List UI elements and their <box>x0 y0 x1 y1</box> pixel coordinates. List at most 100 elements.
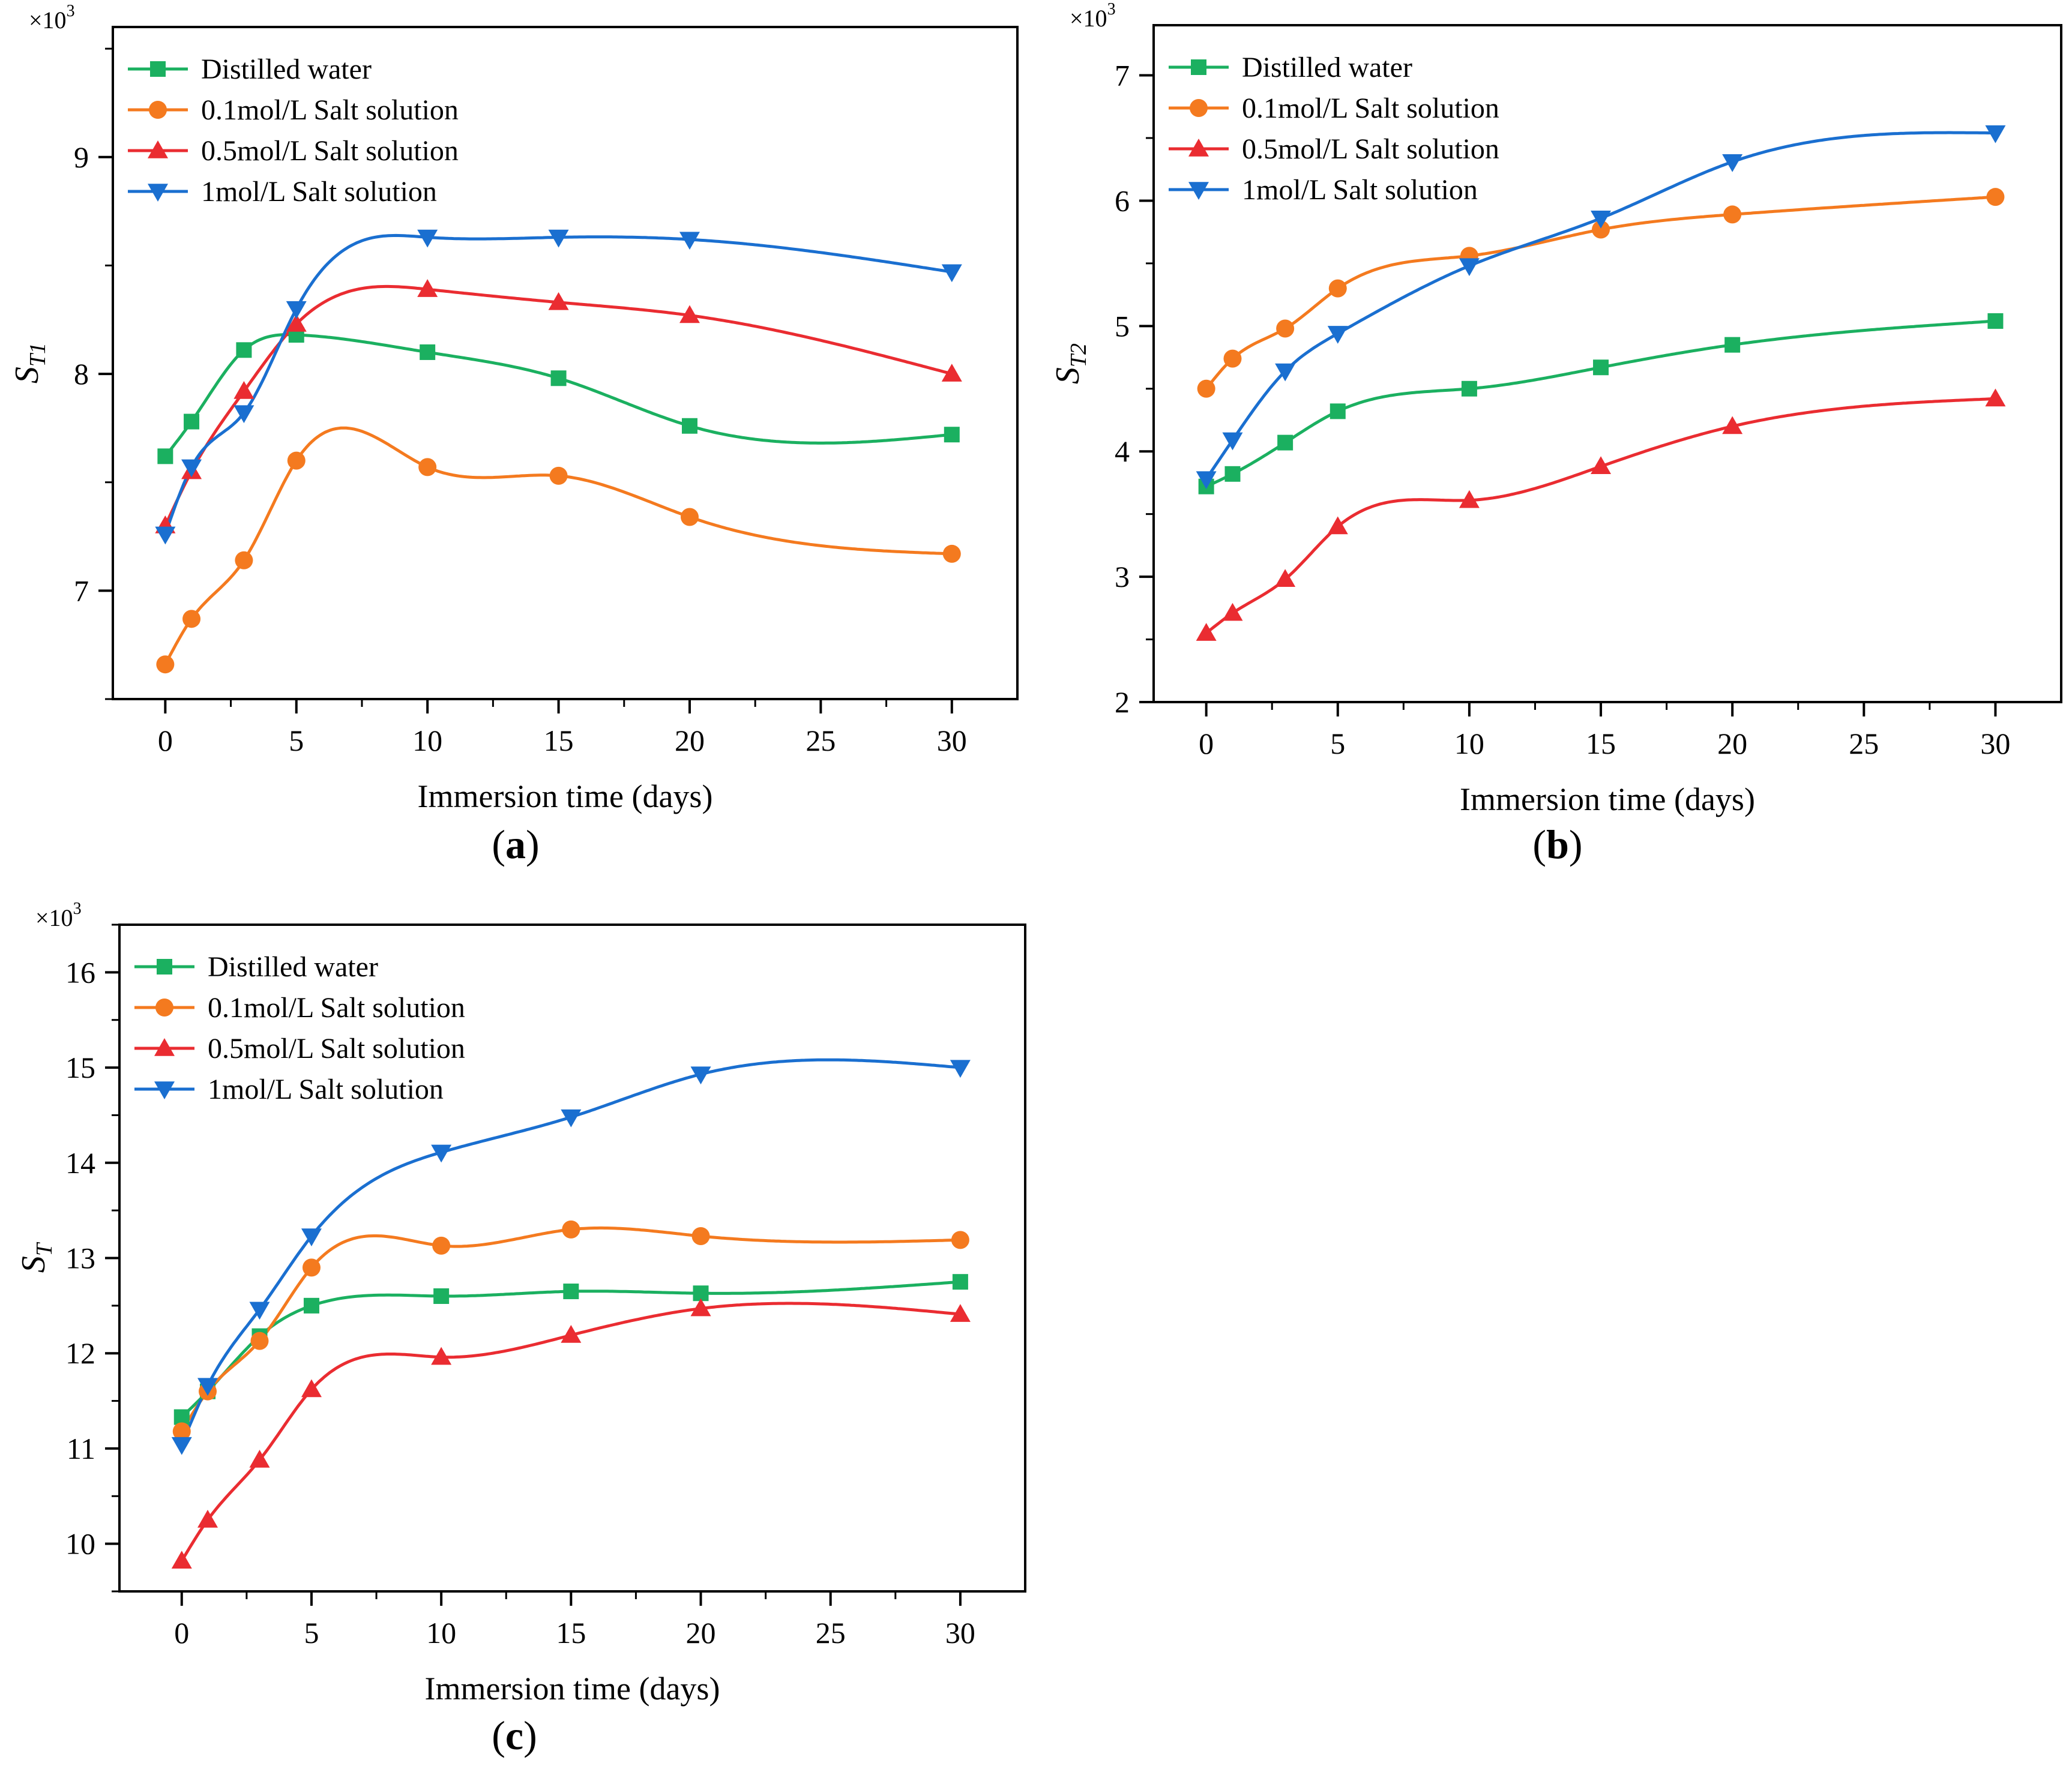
data-point <box>690 1066 711 1085</box>
legend-entry: Distilled water <box>201 53 372 85</box>
legend-entry: 1mol/L Salt solution <box>208 1074 444 1105</box>
y-tick-label: 2 <box>1115 685 1130 719</box>
legend-entry: 1mol/L Salt solution <box>1242 174 1478 206</box>
data-point <box>941 364 962 382</box>
y-axis: 10 11 12 13 14 15 16 ST ×103 <box>15 900 119 1593</box>
legend-marker <box>1188 139 1209 157</box>
panel-label-open: ( <box>492 1713 505 1758</box>
data-point <box>172 1422 191 1441</box>
axis-multiplier-base: ×10 <box>29 7 67 34</box>
legend: Distilled water 0.1mol/L Salt solution 0.5… <box>134 951 465 1105</box>
legend-entry: 0.5mol/L Salt solution <box>1242 133 1499 165</box>
data-point <box>550 370 567 386</box>
y-axis-label-sub: T2 <box>1066 343 1091 367</box>
data-point <box>171 1551 192 1569</box>
legend: Distilled water 0.1mol/L Salt solution 0.5… <box>1169 52 1499 206</box>
x-tick-label: 0 <box>174 1616 189 1650</box>
x-tick-label: 30 <box>1980 727 2010 760</box>
data-point <box>562 1220 580 1239</box>
data-point <box>549 466 568 485</box>
series-line-1 <box>164 426 952 665</box>
data-point <box>1985 388 2006 407</box>
panel-label-open: ( <box>492 821 505 867</box>
data-point <box>286 301 307 319</box>
axis-multiplier-exp: 3 <box>1107 0 1116 19</box>
data-point <box>944 427 960 443</box>
data-point <box>680 508 699 526</box>
data-point <box>1275 569 1296 587</box>
data-point <box>417 229 438 248</box>
x-tick-label: 10 <box>426 1616 456 1650</box>
y-axis-label-sub: T <box>32 1242 57 1256</box>
legend-entry: 0.1mol/L Salt solution <box>201 94 459 126</box>
y-axis-label: ST1 <box>8 343 50 383</box>
data-point <box>1722 416 1743 434</box>
x-axis-label: Immersion time (days) <box>425 1671 720 1707</box>
data-point <box>171 1437 192 1455</box>
plot-frame <box>112 26 1019 700</box>
data-point <box>950 1304 971 1322</box>
data-point <box>249 1449 270 1468</box>
data-point <box>679 232 700 250</box>
data-point <box>941 264 962 283</box>
x-tick-label: 30 <box>937 724 967 757</box>
y-tick-label: 8 <box>74 357 89 391</box>
y-tick-label: 10 <box>65 1527 95 1561</box>
axis-multiplier: ×103 <box>35 900 82 931</box>
x-tick-label: 10 <box>1454 727 1484 760</box>
data-point <box>679 305 700 323</box>
data-point <box>432 1236 451 1255</box>
data-point <box>1328 279 1347 298</box>
data-point <box>302 1258 321 1277</box>
data-point <box>1591 456 1612 475</box>
data-point <box>250 1332 269 1350</box>
x-tick-label: 20 <box>1717 727 1747 760</box>
data-point <box>1987 313 2004 329</box>
data-point <box>1459 490 1480 508</box>
panel-label-close: ) <box>1569 821 1583 867</box>
series-line-0 <box>164 333 953 457</box>
data-point <box>951 1231 969 1249</box>
legend-entry: 0.1mol/L Salt solution <box>208 992 465 1024</box>
data-points <box>171 1060 971 1569</box>
data-point <box>197 1509 218 1528</box>
x-tick-label: 15 <box>556 1616 586 1650</box>
x-axis: 0 5 10 15 20 25 30 Immersion time (days) <box>1199 702 2010 817</box>
data-point <box>690 1298 711 1317</box>
axis-multiplier: ×103 <box>29 2 75 34</box>
data-point <box>1724 337 1741 353</box>
legend-marker <box>154 1038 175 1056</box>
data-point <box>155 526 176 545</box>
data-point <box>249 1302 270 1320</box>
legend-marker <box>154 1081 175 1099</box>
data-point <box>1277 434 1293 451</box>
series-line-2 <box>1205 397 1996 635</box>
y-tick-label: 9 <box>74 140 89 174</box>
data-point <box>1327 516 1348 535</box>
legend-marker <box>1191 59 1206 75</box>
data-point <box>197 1378 218 1396</box>
y-tick-label: 14 <box>65 1146 95 1180</box>
legend-marker <box>150 61 166 77</box>
y-tick-label: 4 <box>1115 434 1130 468</box>
legend-marker <box>155 999 173 1017</box>
y-tick-label: 12 <box>65 1336 95 1370</box>
data-point <box>1459 258 1480 277</box>
x-tick-label: 0 <box>1199 727 1214 760</box>
y-tick-label: 15 <box>65 1051 95 1084</box>
curves <box>180 1058 961 1562</box>
panel-label: (a) <box>492 821 539 867</box>
axis-multiplier-base: ×10 <box>35 904 73 931</box>
x-tick-label: 20 <box>675 724 705 757</box>
data-point <box>235 551 253 569</box>
panel-label: (c) <box>492 1713 537 1758</box>
y-axis: 7 8 9 ST1 ×103 <box>8 2 113 700</box>
data-point <box>431 1144 452 1163</box>
legend-entry: 0.1mol/L Salt solution <box>1242 92 1499 124</box>
data-point <box>418 458 437 476</box>
y-tick-label: 16 <box>65 955 95 989</box>
plot-frame <box>118 924 1026 1593</box>
